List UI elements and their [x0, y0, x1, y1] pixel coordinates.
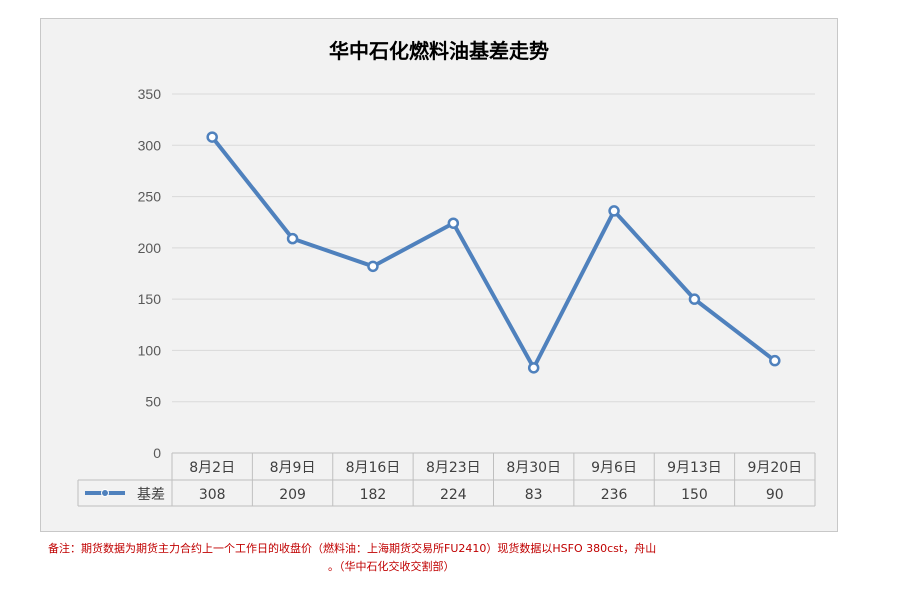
chart-frame: 华中石化燃料油基差走势 0 50 100 150 200 250 300 350 8月2日 8月…	[40, 18, 838, 532]
data-point	[769, 354, 781, 367]
x-category-label: 8月30日	[506, 460, 561, 476]
legend-label: 基差	[137, 486, 165, 503]
data-table-value: 209	[279, 487, 306, 503]
x-category-label: 8月23日	[426, 460, 481, 476]
data-point	[447, 217, 460, 229]
x-category-label: 8月2日	[189, 460, 235, 476]
data-point	[206, 131, 218, 143]
y-tick-label: 200	[138, 240, 162, 256]
data-table-value: 236	[601, 487, 628, 503]
data-point	[608, 205, 620, 217]
data-table-value: 150	[681, 487, 708, 503]
x-category-label: 9月13日	[667, 460, 722, 476]
y-tick-label: 350	[138, 86, 162, 102]
y-tick-label: 300	[138, 137, 162, 153]
x-category-label: 9月6日	[591, 460, 637, 476]
legend-marker-sample	[101, 489, 109, 497]
data-point	[688, 293, 701, 305]
y-tick-label: 50	[145, 394, 161, 410]
x-category-label: 8月9日	[270, 460, 316, 476]
footnote-line-1: 备注：期货数据为期货主力合约上一个工作日的收盘价（燃料油：上海期货交易所FU24…	[48, 542, 657, 555]
x-category-label: 8月16日	[346, 460, 401, 476]
footnote-line-2: 。（华中石化交收交割部）	[328, 560, 455, 573]
data-point	[286, 232, 299, 245]
data-point	[527, 362, 540, 374]
y-tick-label: 0	[153, 445, 161, 461]
y-tick-label: 150	[138, 291, 162, 307]
y-tick-label: 100	[138, 342, 162, 358]
y-tick-label: 250	[138, 189, 162, 205]
data-table: 8月2日 8月9日 8月16日 8月23日 8月30日 9月6日 9月13日 9月20日 308…	[77, 452, 816, 507]
data-table-value: 224	[440, 487, 467, 503]
y-axis-ticks: 0 50 100 150 200 250 300 350	[138, 86, 162, 461]
x-category-label: 9月20日	[747, 460, 802, 476]
gridlines	[172, 93, 815, 403]
series-line	[210, 135, 777, 370]
data-table-value: 83	[525, 487, 543, 503]
series-line-layer	[206, 131, 781, 374]
data-table-value: 90	[766, 487, 784, 503]
data-point	[367, 260, 379, 273]
chart-title: 华中石化燃料油基差走势	[329, 39, 549, 63]
data-table-value: 182	[360, 487, 387, 503]
data-table-value: 308	[199, 487, 226, 503]
